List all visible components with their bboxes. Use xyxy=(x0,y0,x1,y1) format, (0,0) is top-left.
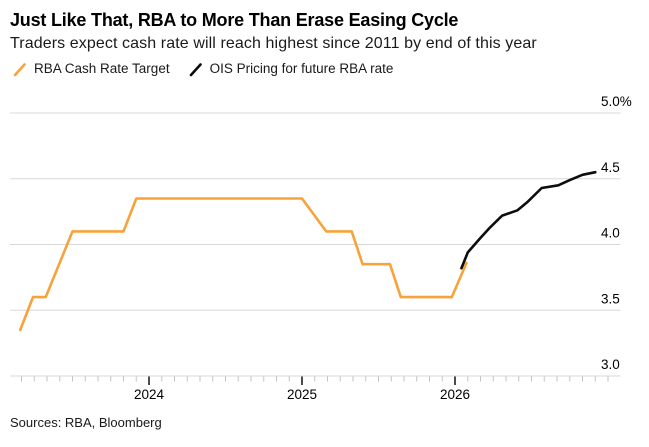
cash-rate-line xyxy=(18,197,468,332)
y-axis-label: 3.0 xyxy=(601,357,620,372)
x-axis-label: 2025 xyxy=(287,387,317,402)
slash-icon xyxy=(13,62,26,76)
chart-legend: RBA Cash Rate Target OIS Pricing for futu… xyxy=(13,61,393,77)
legend-item: OIS Pricing for future RBA rate xyxy=(189,61,394,77)
slash-icon xyxy=(13,62,26,76)
chart-subtitle: Traders expect cash rate will reach high… xyxy=(10,35,537,52)
y-axis-label: 4.5 xyxy=(601,160,620,175)
y-axis-label: 3.5 xyxy=(601,291,620,306)
x-axis-label: 2024 xyxy=(134,387,165,402)
y-axis-label: 5.0% xyxy=(601,94,632,109)
x-axis-label: 2026 xyxy=(440,387,470,402)
legend-label: OIS Pricing for future RBA rate xyxy=(209,61,394,76)
y-axis-label: 4.0 xyxy=(601,226,620,241)
ois-pricing-line xyxy=(460,170,597,270)
legend-item: RBA Cash Rate Target xyxy=(13,61,170,77)
source-note: Sources: RBA, Bloomberg xyxy=(10,415,162,430)
slash-icon xyxy=(189,62,202,76)
slash-icon xyxy=(189,62,202,76)
legend-label: RBA Cash Rate Target xyxy=(34,61,170,76)
chart-title: Just Like That, RBA to More Than Erase E… xyxy=(10,10,459,30)
